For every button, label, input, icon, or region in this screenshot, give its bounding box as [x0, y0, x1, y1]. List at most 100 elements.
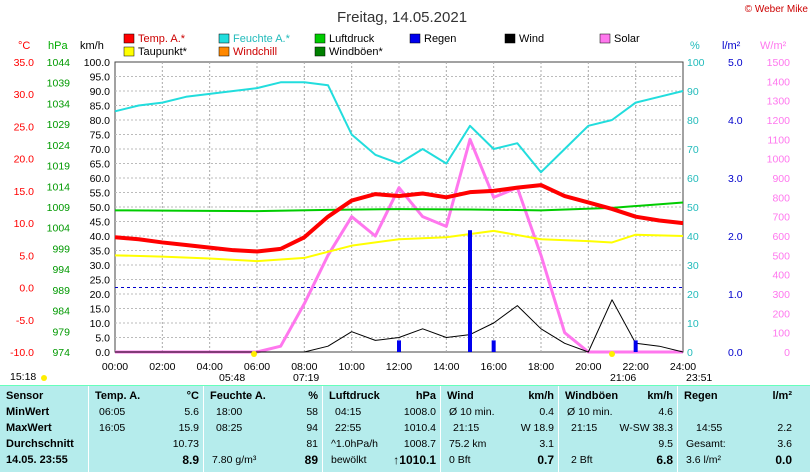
legend-swatch: [123, 33, 135, 44]
lm2-tick: 3.0: [728, 173, 743, 185]
hum-min-time: 18:00: [216, 406, 243, 418]
x-tick: 24:00: [670, 361, 696, 373]
axis-unit: l/m²: [722, 40, 741, 52]
legend-label: Taupunkt*: [138, 46, 188, 58]
press-forecast: bewölkt: [331, 454, 367, 466]
rain-bar: [491, 340, 496, 352]
wind-avg-value: 3.1: [539, 438, 554, 450]
gust-max-value: W-SW 38.3: [619, 422, 673, 434]
gust-min-value: 4.6: [658, 406, 673, 418]
temp-tick: 10.0: [14, 218, 35, 230]
series-humidity: [114, 81, 684, 174]
press-max-value: 1010.4: [403, 422, 436, 434]
kmh-tick: 90.0: [90, 86, 111, 98]
x-tick: 00:00: [102, 361, 128, 373]
hpa-tick: 1019: [47, 161, 71, 173]
kmh-tick: 95.0: [90, 72, 111, 84]
x-tick: 06:00: [244, 361, 270, 373]
temp-tick: 30.0: [14, 89, 35, 101]
legend-label: Feuchte A.*: [233, 33, 291, 45]
lm2-tick: 0.0: [728, 347, 743, 359]
wm2-tick: 1100: [767, 134, 790, 146]
temp-max-time: 16:05: [99, 422, 126, 434]
pct-tick: 60: [687, 173, 699, 185]
hum-min-value: 58: [306, 406, 318, 418]
lm2-tick: 1.0: [728, 289, 743, 301]
legend-label: Temp. A.*: [138, 33, 186, 45]
wind-avg-label: Ø 10 min.: [449, 406, 495, 418]
wm2-tick: 1500: [767, 57, 791, 69]
col-rain: Regen l/m² 14:55 2.2 Gesamt: 3.6 3.6 l/m² 0.…: [678, 386, 796, 472]
kmh-tick: 75.0: [90, 130, 111, 142]
press-trend: ^1.0hPa/h: [331, 438, 378, 450]
temp-tick: 25.0: [14, 121, 35, 133]
hum-current-value: 89: [304, 453, 318, 467]
pct-tick: 20: [687, 289, 699, 301]
wm2-tick: 700: [772, 212, 790, 224]
col-temp: Temp. A. °C 06:05 5.6 16:05 15.9 10.73 8.9: [89, 386, 203, 472]
temp-min-value: 5.6: [184, 406, 199, 418]
temp-tick: 5.0: [19, 250, 34, 262]
hdr-pressure: Luftdruck: [329, 390, 380, 402]
series-dewpoint: [114, 229, 684, 263]
hpa-tick: 994: [52, 264, 70, 276]
wm2-tick: 300: [772, 289, 790, 301]
legend-label: Wind: [519, 33, 544, 45]
hum-avg-value: 81: [306, 438, 318, 450]
hpa-tick: 1014: [47, 181, 71, 193]
hpa-tick: 1009: [47, 202, 71, 214]
wm2-tick: 1000: [767, 154, 791, 166]
x-tick: 04:00: [197, 361, 223, 373]
pct-tick: 90: [687, 86, 699, 98]
sun-time-label: 07:19: [293, 372, 319, 384]
hpa-tick: 1039: [47, 78, 71, 90]
temp-tick: -5.0: [16, 315, 34, 327]
row-label-current: 14.05. 23:55: [6, 454, 68, 466]
sun-time-label: 05:48: [219, 372, 245, 384]
press-max-time: 22:55: [335, 422, 362, 434]
pct-tick: 80: [687, 115, 699, 127]
row-label-avg: Durchschnitt: [6, 438, 74, 450]
axis-unit-labels: °C hPa km/h% l/m² W/m²: [18, 40, 787, 52]
rain-total-value: 3.6: [777, 438, 792, 450]
kmh-tick: 55.0: [90, 188, 111, 200]
x-tick: 16:00: [481, 361, 507, 373]
axis-unit: hPa: [48, 40, 68, 52]
legend-swatch: [218, 46, 230, 57]
row-label-max: MaxWert: [6, 422, 52, 434]
legend-label: Regen: [424, 33, 456, 45]
lm2-tick: 4.0: [728, 115, 743, 127]
press-min-value: 1008.0: [403, 406, 436, 418]
wm2-tick: 500: [772, 250, 790, 262]
weather-chart: Freitag, 14.05.2021 © Weber Mike Temp. A…: [10, 4, 808, 384]
temp-current-value: 8.9: [182, 453, 199, 467]
kmh-tick: 5.0: [95, 333, 110, 345]
wm2-tick: 200: [772, 308, 790, 320]
pct-tick: 50: [687, 202, 699, 214]
legend-swatch: [314, 33, 326, 44]
temp-tick: 15.0: [14, 186, 35, 198]
x-tick: 18:00: [528, 361, 554, 373]
sun-time-label: 21:06: [610, 372, 636, 384]
hum-max-value: 94: [306, 422, 318, 434]
axis-unit: km/h: [80, 40, 104, 52]
sun-icon: [609, 351, 615, 357]
grid: [115, 62, 683, 352]
kmh-tick: 20.0: [90, 289, 111, 301]
hpa-tick: 1044: [47, 57, 71, 69]
sun-time-label: 23:51: [686, 372, 712, 384]
rain-bar: [468, 230, 472, 352]
temp-tick: 35.0: [14, 57, 35, 69]
wind-distance: 75.2 km: [449, 438, 487, 450]
temp-max-value: 15.9: [178, 422, 199, 434]
hpa-tick: 974: [52, 347, 70, 359]
temp-avg-value: 10.73: [172, 438, 199, 450]
temp-min-time: 06:05: [99, 406, 126, 418]
pct-tick: 30: [687, 260, 699, 272]
kmh-tick: 80.0: [90, 115, 111, 127]
kmh-tick: 0.0: [95, 347, 110, 359]
hdr-gusts-unit: km/h: [647, 390, 673, 402]
legend-label: Windböen*: [329, 46, 384, 58]
hpa-tick: 1034: [47, 98, 71, 110]
hpa-tick: 984: [52, 306, 70, 318]
